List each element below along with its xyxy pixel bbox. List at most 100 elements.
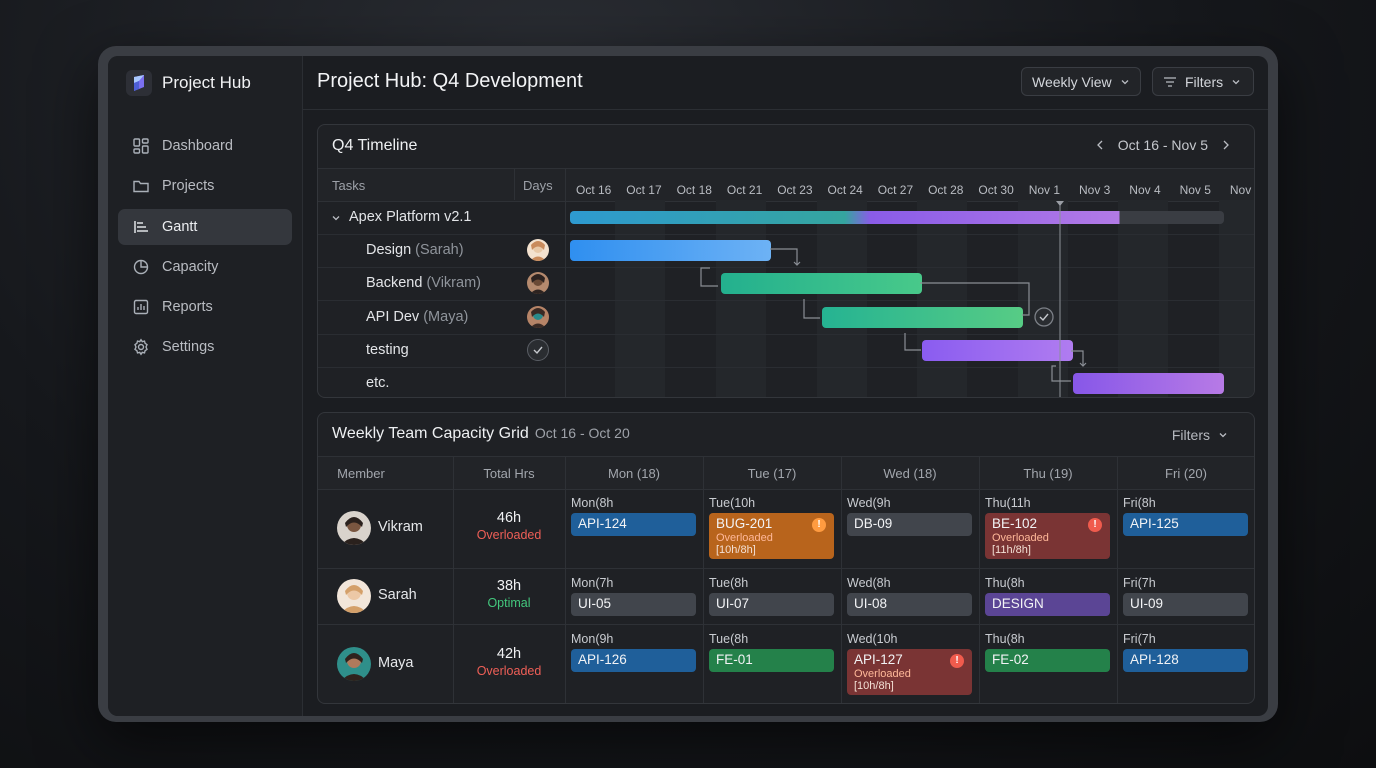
load-status: Overloaded xyxy=(476,663,542,678)
task-chip[interactable]: API-124 xyxy=(571,513,696,536)
task-bar[interactable] xyxy=(570,240,772,262)
column-stripe xyxy=(1118,200,1169,397)
task-name: API Dev (Maya) xyxy=(366,309,468,325)
sidebar-item-settings[interactable]: Settings xyxy=(118,329,292,365)
task-row[interactable]: Design (Sarah) xyxy=(318,234,1254,269)
sidebar-item-gantt[interactable]: Gantt xyxy=(118,208,292,245)
complete-check-icon[interactable] xyxy=(1034,307,1054,327)
task-chip[interactable]: API-128 xyxy=(1123,649,1248,672)
date-label: Oct 16 xyxy=(576,183,612,197)
today-marker xyxy=(1056,201,1064,206)
day-hours-label: Mon(8h xyxy=(571,496,614,510)
capacity-col-header: Member xyxy=(337,466,385,481)
day-hours-label: Tue(8h xyxy=(709,632,749,646)
task-chip[interactable]: UI-09 xyxy=(1123,593,1248,616)
task-row[interactable]: Backend (Vikram) xyxy=(318,267,1254,302)
task-chip-label: UI-08 xyxy=(854,596,888,611)
app-window: Project Hub Dashboard Projects Gantt Cap… xyxy=(108,56,1268,716)
brand[interactable]: Project Hub xyxy=(126,70,251,96)
date-label: Nov 3 xyxy=(1079,183,1111,197)
col-days: Days xyxy=(523,178,553,193)
column-stripe xyxy=(715,200,766,397)
task-row[interactable]: etc. xyxy=(318,367,1254,397)
overload-label: Overloaded xyxy=(716,532,773,544)
task-chip[interactable]: API-125 xyxy=(1123,513,1248,536)
sidebar-item-reports[interactable]: Reports xyxy=(118,289,292,325)
task-chip[interactable]: UI-08 xyxy=(847,593,972,616)
app-logo-icon xyxy=(126,70,152,96)
date-label: Oct 23 xyxy=(777,183,813,197)
task-title: Design xyxy=(366,242,412,259)
gantt-icon xyxy=(134,220,148,233)
warning-icon[interactable]: ! xyxy=(950,654,964,668)
sidebar-item-capacity[interactable]: Capacity xyxy=(118,249,292,285)
avatar[interactable] xyxy=(337,511,371,545)
column-divider xyxy=(565,168,566,397)
avatar[interactable] xyxy=(337,579,371,613)
task-name: Backend (Vikram) xyxy=(366,275,481,291)
task-chip-label: API-126 xyxy=(578,652,627,667)
task-chip[interactable]: BE-102 Overloaded [11h/8h]! xyxy=(985,513,1110,559)
task-chip[interactable]: DB-09 xyxy=(847,513,972,536)
sidebar-item-label: Capacity xyxy=(162,258,219,275)
sidebar-item-label: Gantt xyxy=(162,218,198,235)
task-chip-label: UI-05 xyxy=(578,596,612,611)
column-divider xyxy=(453,456,454,703)
task-bar[interactable] xyxy=(821,306,1023,328)
task-chip[interactable]: FE-02 xyxy=(985,649,1110,672)
task-chip-label: API-124 xyxy=(578,516,627,531)
sidebar-item-dashboard[interactable]: Dashboard xyxy=(118,128,292,164)
check-icon[interactable] xyxy=(527,338,549,361)
task-chip[interactable]: API-127 Overloaded [10h/8h]! xyxy=(847,649,972,695)
column-stripe xyxy=(917,200,968,397)
avatar[interactable] xyxy=(337,646,371,681)
view-select[interactable]: Weekly View xyxy=(1021,67,1141,96)
chevron-down-icon[interactable] xyxy=(331,213,341,223)
day-hours-label: Mon(7h xyxy=(571,576,614,590)
project-row[interactable]: Apex Platform v2.1 xyxy=(318,201,1254,235)
task-row[interactable]: testing xyxy=(318,334,1254,368)
task-chip[interactable]: UI-07 xyxy=(709,593,834,616)
chevron-down-icon xyxy=(1232,79,1240,84)
task-chip-label: UI-07 xyxy=(716,596,750,611)
sidebar-item-projects[interactable]: Projects xyxy=(118,168,292,204)
date-label: Oct 30 xyxy=(978,183,1014,197)
task-chip-label: FE-02 xyxy=(992,652,1029,667)
day-hours-label: Tue(8h xyxy=(709,576,749,590)
chevron-right-icon[interactable] xyxy=(1222,139,1230,151)
day-hours-label: Wed(10h xyxy=(847,632,898,646)
load-status: Optimal xyxy=(487,596,531,610)
folder-icon xyxy=(133,181,149,193)
dependency-arrow xyxy=(770,248,801,266)
task-bar[interactable] xyxy=(922,339,1074,361)
task-chip[interactable]: BUG-201 Overloaded [10h/8h]! xyxy=(709,513,834,559)
capacity-filters-button[interactable]: Filters xyxy=(1172,427,1228,443)
date-label: Oct 24 xyxy=(827,183,863,197)
day-hours-label: Thu(11h xyxy=(985,496,1031,510)
sidebar-item-label: Projects xyxy=(162,178,215,195)
warning-icon[interactable]: ! xyxy=(812,518,826,532)
task-chip[interactable]: UI-05 xyxy=(571,593,696,616)
warning-icon[interactable]: ! xyxy=(1088,518,1102,532)
task-bar[interactable] xyxy=(720,273,923,295)
task-chip-label: BE-102 xyxy=(992,516,1038,531)
member-row: Maya 42h Overloaded Mon(9h API-126 Tue(8h FE-0… xyxy=(318,624,1254,703)
task-chip[interactable]: API-126 xyxy=(571,649,696,672)
task-assignee: (Maya) xyxy=(423,308,469,325)
task-row[interactable]: API Dev (Maya) xyxy=(318,301,1254,335)
overload-ratio: [11h/8h] xyxy=(992,544,1031,556)
capacity-col-header: Tue (17) xyxy=(747,466,797,481)
column-divider xyxy=(979,456,980,703)
task-chip-label: API-128 xyxy=(1130,652,1179,667)
task-chip[interactable]: DESIGN xyxy=(985,593,1110,616)
dependency-arrow xyxy=(1051,365,1071,382)
chevron-left-icon[interactable] xyxy=(1096,139,1104,151)
task-chip-label: DESIGN xyxy=(992,596,1044,611)
task-title: Backend xyxy=(366,275,423,292)
date-label: Oct 18 xyxy=(676,183,712,197)
task-chip[interactable]: FE-01 xyxy=(709,649,834,672)
filters-button[interactable]: Filters xyxy=(1152,67,1254,96)
date-label: Nov xyxy=(1229,183,1252,197)
task-bar[interactable] xyxy=(1073,373,1224,394)
column-divider xyxy=(514,168,515,200)
